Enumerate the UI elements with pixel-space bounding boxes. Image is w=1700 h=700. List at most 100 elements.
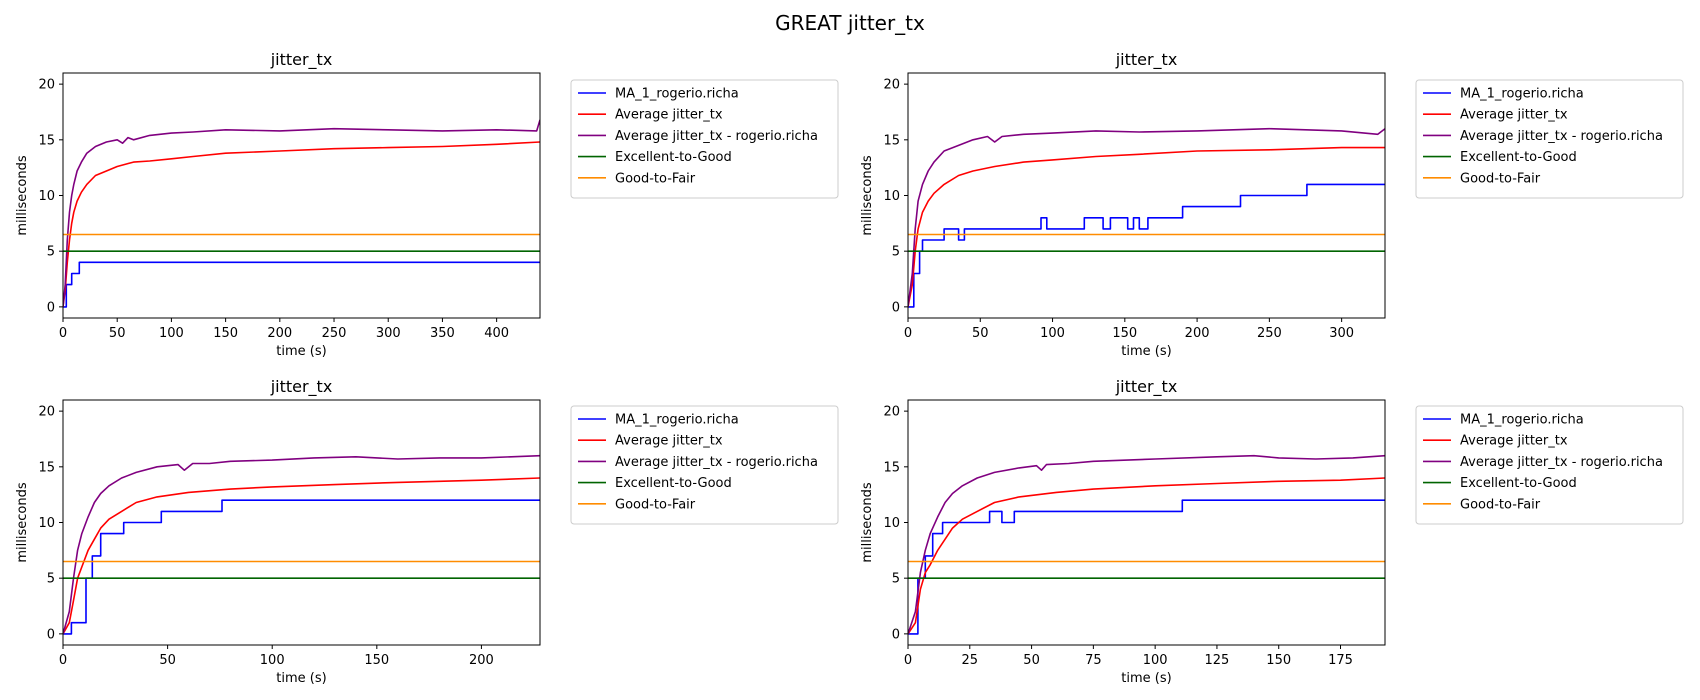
x-tick-label: 25 — [962, 653, 979, 668]
legend: MA_1_rogerio.richa Average jitter_tx Avera… — [1415, 79, 1684, 199]
y-tick-label: 15 — [883, 460, 900, 475]
chart-panel-1: jitter_tx 0 50 100 150 200 250 300 350 400 0 5 10 15 2… — [15, 50, 839, 359]
y-tick-label: 5 — [47, 245, 55, 260]
legend-entry: MA_1_rogerio.richa — [615, 413, 739, 428]
x-axis-label: time (s) — [276, 671, 326, 686]
legend-box — [570, 79, 839, 199]
legend-entry: Excellent-to-Good — [1460, 150, 1577, 165]
legend: MA_1_rogerio.richa Average jitter_tx Avera… — [570, 79, 839, 199]
chart-panel-2: jitter_tx 0 50 100 150 200 250 300 0 5 10 15 20 time … — [860, 50, 1684, 359]
legend-entry: Good-to-Fair — [615, 171, 696, 186]
y-axis-label: milliseconds — [860, 155, 875, 235]
series-line-3 — [908, 127, 1385, 308]
plot-frame — [62, 399, 541, 646]
series-line-1 — [908, 499, 1385, 635]
x-tick-label: 75 — [1085, 653, 1102, 668]
y-tick-label: 15 — [883, 133, 900, 148]
legend-entry: Average jitter_tx - rogerio.richa — [1460, 129, 1663, 144]
x-tick-label: 0 — [904, 653, 912, 668]
y-axis-label: milliseconds — [15, 155, 30, 235]
y-axis-label: milliseconds — [15, 482, 30, 562]
series-line-3 — [908, 454, 1385, 635]
legend-entry: Good-to-Fair — [1460, 497, 1541, 512]
chart-panel-4: jitter_tx 0 25 50 75 100 125 150 175 0 5 10 15 20 time… — [860, 377, 1684, 686]
legend-entry: Average jitter_tx - rogerio.richa — [615, 129, 818, 144]
y-tick-label: 10 — [883, 189, 900, 204]
series-line-2 — [63, 477, 540, 635]
panel-title: jitter_tx — [270, 50, 333, 70]
legend-entry: Average jitter_tx — [1460, 434, 1568, 449]
chart-panel-3: jitter_tx 0 50 100 150 200 0 5 10 15 20 time (s) mil… — [15, 377, 839, 686]
legend-entry: Excellent-to-Good — [615, 150, 732, 165]
legend-entry: Average jitter_tx - rogerio.richa — [615, 455, 818, 470]
legend-entry: MA_1_rogerio.richa — [1460, 87, 1584, 102]
x-tick-label: 50 — [109, 326, 126, 341]
legend-entry: Average jitter_tx — [615, 434, 723, 449]
figure-title: GREAT jitter_tx — [775, 11, 925, 35]
plot-frame — [62, 72, 541, 319]
series-line-1 — [908, 183, 1385, 308]
legend-entry: Good-to-Fair — [615, 497, 696, 512]
x-axis-label: time (s) — [1121, 671, 1171, 686]
legend-entry: MA_1_rogerio.richa — [1460, 413, 1584, 428]
x-tick-label: 300 — [376, 326, 401, 341]
y-tick-label: 10 — [38, 516, 55, 531]
y-tick-label: 5 — [892, 572, 900, 587]
legend: MA_1_rogerio.richa Average jitter_tx Avera… — [1415, 405, 1684, 525]
x-axis-label: time (s) — [276, 344, 326, 359]
y-tick-label: 5 — [892, 245, 900, 260]
x-tick-label: 100 — [159, 326, 184, 341]
series-line-2 — [908, 477, 1385, 635]
x-tick-label: 125 — [1205, 653, 1230, 668]
legend: MA_1_rogerio.richa Average jitter_tx Avera… — [570, 405, 839, 525]
y-tick-label: 15 — [38, 460, 55, 475]
x-tick-label: 0 — [59, 653, 67, 668]
legend-entry: Good-to-Fair — [1460, 171, 1541, 186]
x-tick-label: 175 — [1328, 653, 1353, 668]
x-axis-label: time (s) — [1121, 344, 1171, 359]
y-tick-label: 20 — [883, 405, 900, 420]
plot-frame — [907, 399, 1386, 646]
panel-title: jitter_tx — [270, 377, 333, 397]
y-tick-label: 0 — [892, 300, 900, 315]
x-tick-label: 150 — [364, 653, 389, 668]
x-tick-label: 100 — [260, 653, 285, 668]
y-tick-label: 5 — [47, 572, 55, 587]
series-line-2 — [908, 146, 1385, 308]
y-tick-label: 0 — [47, 300, 55, 315]
x-tick-label: 0 — [904, 326, 912, 341]
legend-entry: Average jitter_tx - rogerio.richa — [1460, 455, 1663, 470]
panel-title: jitter_tx — [1115, 377, 1178, 397]
series-line-3 — [63, 119, 540, 307]
series-line-3 — [63, 454, 540, 635]
x-tick-label: 200 — [267, 326, 292, 341]
legend-entry: Average jitter_tx — [615, 108, 723, 123]
x-tick-label: 250 — [322, 326, 347, 341]
x-tick-label: 50 — [159, 653, 176, 668]
legend-entry: Average jitter_tx — [1460, 108, 1568, 123]
x-tick-label: 250 — [1257, 326, 1282, 341]
legend-box — [570, 405, 839, 525]
x-tick-label: 400 — [484, 326, 509, 341]
y-tick-label: 10 — [883, 516, 900, 531]
y-tick-label: 20 — [883, 78, 900, 93]
x-tick-label: 50 — [1023, 653, 1040, 668]
x-tick-label: 100 — [1040, 326, 1065, 341]
legend-entry: MA_1_rogerio.richa — [615, 87, 739, 102]
series-line-1 — [63, 499, 540, 635]
y-tick-label: 10 — [38, 189, 55, 204]
y-tick-label: 20 — [38, 78, 55, 93]
series-line-1 — [63, 261, 540, 308]
x-tick-label: 50 — [972, 326, 989, 341]
legend-entry: Excellent-to-Good — [1460, 476, 1577, 491]
x-tick-label: 150 — [1266, 653, 1291, 668]
legend-box — [1415, 405, 1684, 525]
panel-title: jitter_tx — [1115, 50, 1178, 70]
x-tick-label: 150 — [213, 326, 238, 341]
x-tick-label: 300 — [1329, 326, 1354, 341]
x-tick-label: 200 — [1185, 326, 1210, 341]
plot-frame — [907, 72, 1386, 319]
x-tick-label: 150 — [1112, 326, 1137, 341]
y-tick-label: 15 — [38, 133, 55, 148]
